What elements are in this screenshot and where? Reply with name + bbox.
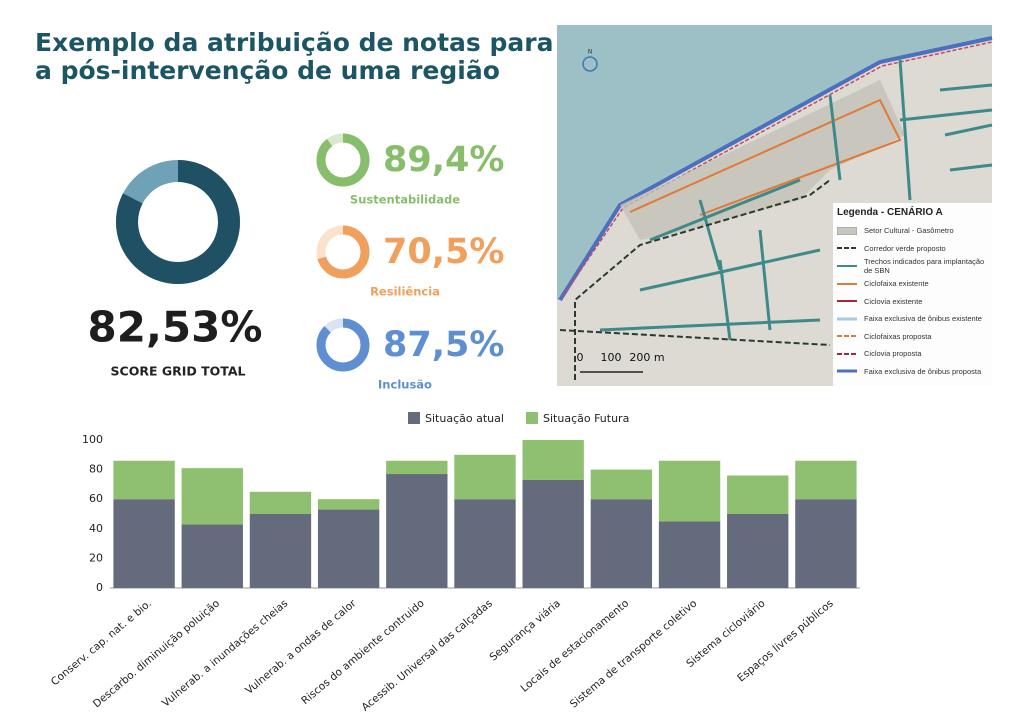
legend-label: Ciclofaixas proposta (864, 331, 932, 341)
bar-segment (454, 499, 516, 588)
legend-label: Setor Cultural - Gasômetro (864, 226, 954, 236)
y-tick-label: 40 (89, 522, 103, 535)
x-tick-label: Sistema de transporte coletivo (568, 597, 700, 710)
legend-swatch (526, 412, 538, 424)
donut-arc (316, 225, 370, 279)
x-tick-label: Segurança viária (487, 597, 563, 663)
scale-label: 100 (601, 351, 622, 364)
bar-segment (181, 524, 243, 588)
legend-label: Situação atual (425, 412, 504, 425)
bar-segment (522, 440, 584, 480)
x-tick-label: Riscos do ambiente contruido (299, 597, 426, 707)
legend-title: Legenda - CENÁRIO A (837, 207, 943, 218)
legend-label: Ciclofaixa existente (864, 279, 929, 289)
legend-label: Trechos indicados para implantação de SB… (864, 257, 985, 275)
y-tick-label: 20 (89, 551, 103, 564)
donut-arc (316, 133, 370, 187)
legend-label: Faixa exclusiva de ônibus proposta (864, 366, 982, 376)
bar-segment (727, 475, 789, 514)
bar-segment (113, 460, 175, 500)
score-value: 87,5% (383, 325, 504, 365)
bar-segment (113, 499, 175, 588)
bar-segment (590, 499, 653, 588)
bar-segment (658, 521, 721, 588)
scale-label: 200 m (629, 351, 664, 364)
x-tick-label: Locais de estacionamento (519, 597, 632, 694)
bar-segment (317, 499, 380, 510)
bar-segment (249, 491, 312, 514)
title-line: a pós-intervenção de uma região (35, 56, 500, 85)
score-label: SCORE GRID TOTAL (111, 364, 246, 379)
bar-segment (249, 514, 312, 588)
y-tick-label: 0 (96, 581, 103, 594)
score-label: Inclusão (378, 378, 432, 392)
y-tick-label: 80 (89, 463, 103, 476)
legend-label: Corredor verde proposto (864, 243, 946, 253)
bar-segment (658, 460, 721, 522)
bar-segment (181, 468, 243, 525)
bar-segment (795, 460, 857, 500)
bar-segment (590, 469, 653, 500)
title-line: Exemplo da atribuição de notas para (35, 28, 553, 57)
score-label: Sustentabilidade (350, 193, 460, 207)
x-tick-label: Vulnerab. a ondas de calor (243, 597, 359, 697)
bar-segment (522, 479, 584, 588)
donut-arc (316, 318, 370, 372)
legend-label: Situação Futura (543, 412, 629, 425)
y-tick-label: 60 (89, 492, 103, 505)
legend-swatch (408, 412, 420, 424)
bar-segment (795, 499, 857, 588)
bar-segment (386, 474, 448, 588)
y-tick-label: 100 (82, 433, 103, 446)
legend-label: Ciclovia proposta (864, 349, 922, 359)
bar-segment (727, 514, 789, 588)
donut-arc (116, 160, 240, 284)
north-label: N (588, 49, 593, 56)
score-value: 82,53% (88, 303, 263, 352)
x-tick-label: Vulnerab. a inundações cheias (160, 597, 290, 709)
score-value: 89,4% (383, 140, 504, 180)
map-legend: Legenda - CENÁRIO A Setor Cultural - Gas… (833, 203, 992, 386)
x-tick-label: Acessib. Universal das calçadas (359, 597, 494, 713)
legend-label: Ciclovia existente (864, 296, 923, 306)
legend-label: Faixa exclusiva de ônibus existente (864, 314, 982, 324)
scale-label: 0 (577, 351, 584, 364)
score-value: 70,5% (383, 232, 504, 272)
score-label: Resiliência (370, 285, 440, 299)
bar-segment (317, 509, 380, 588)
bar-segment (386, 460, 448, 475)
bar-segment (454, 454, 516, 500)
x-tick-label: Descarbo. diminuição poluição (91, 597, 222, 710)
